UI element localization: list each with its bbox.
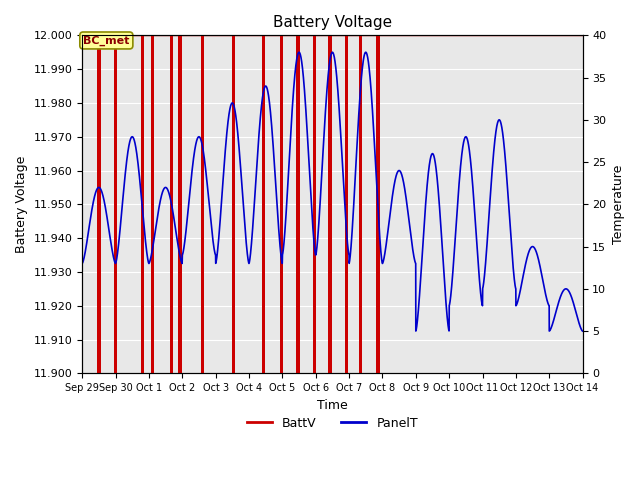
- Bar: [328, 36, 332, 373]
- Legend: BattV, PanelT: BattV, PanelT: [242, 412, 423, 435]
- Bar: [114, 36, 117, 373]
- Bar: [345, 36, 348, 373]
- Y-axis label: Battery Voltage: Battery Voltage: [15, 156, 28, 253]
- X-axis label: Time: Time: [317, 398, 348, 412]
- Bar: [141, 36, 144, 373]
- Bar: [178, 36, 182, 373]
- Bar: [262, 36, 265, 373]
- Bar: [359, 36, 362, 373]
- Text: BC_met: BC_met: [83, 36, 129, 46]
- Bar: [232, 36, 235, 373]
- Y-axis label: Temperature: Temperature: [612, 165, 625, 244]
- Bar: [97, 36, 100, 373]
- Title: Battery Voltage: Battery Voltage: [273, 15, 392, 30]
- Bar: [170, 36, 173, 373]
- Bar: [150, 36, 154, 373]
- Bar: [280, 36, 283, 373]
- Bar: [376, 36, 380, 373]
- Bar: [296, 36, 300, 373]
- Bar: [200, 36, 204, 373]
- Bar: [313, 36, 316, 373]
